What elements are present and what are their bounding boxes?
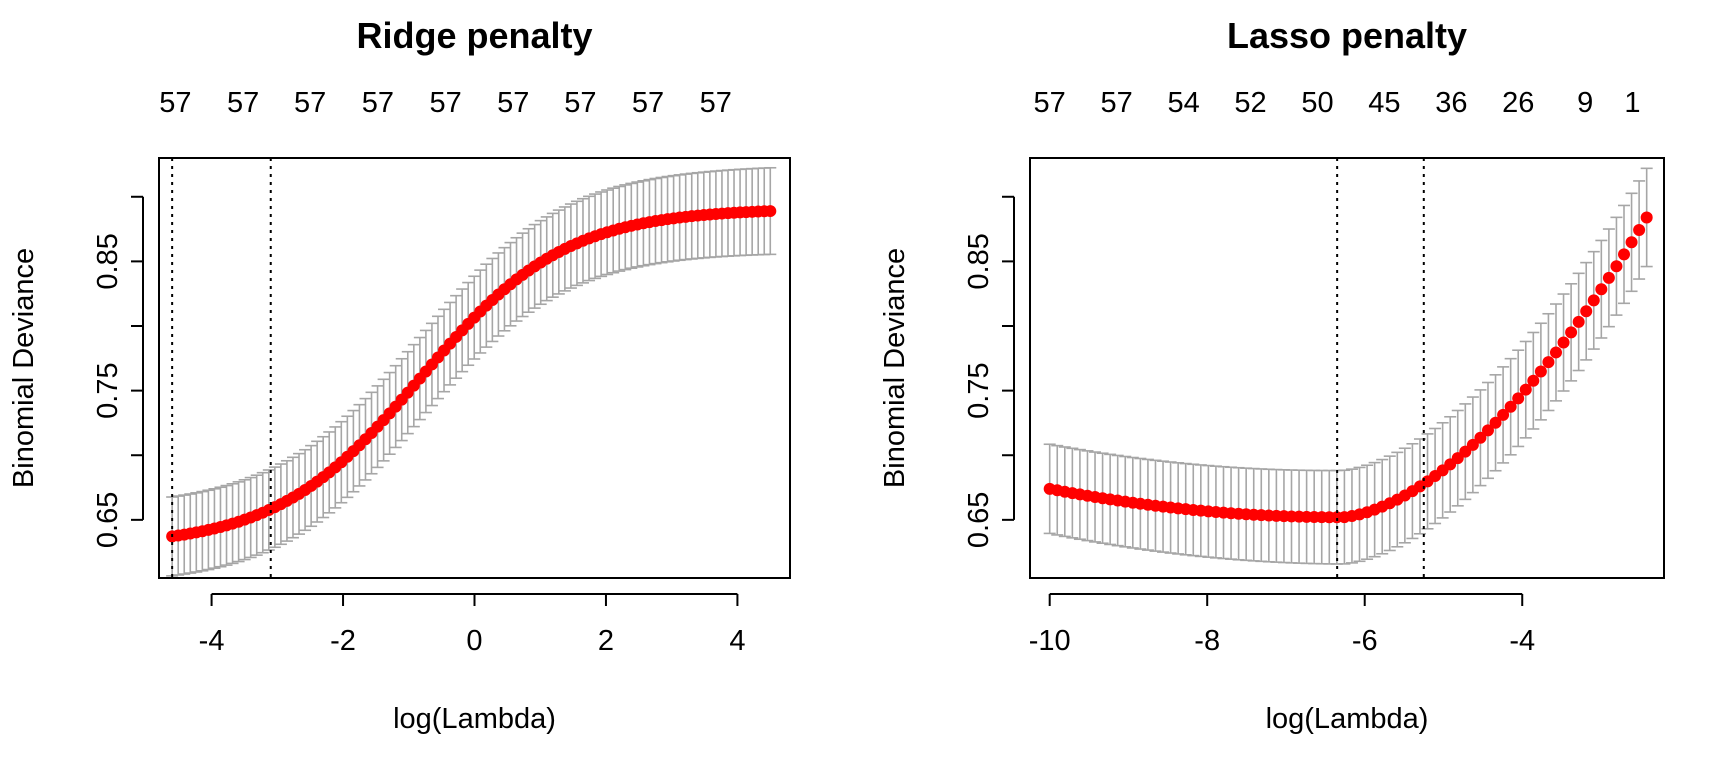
plot-frame <box>158 157 791 579</box>
x-axis-label: log(Lambda) <box>1266 703 1429 735</box>
data-point <box>1625 236 1638 249</box>
data-point <box>1527 374 1540 387</box>
top-tick-label: 52 <box>1234 87 1266 119</box>
data-point <box>1572 315 1585 328</box>
data-point <box>1633 223 1646 236</box>
points <box>166 205 777 543</box>
x-tick-label: -4 <box>1509 625 1535 657</box>
top-tick-label: 57 <box>362 87 394 119</box>
data-point <box>1534 365 1547 378</box>
top-tick-label: 50 <box>1301 87 1333 119</box>
top-tick-label: 57 <box>159 87 191 119</box>
data-point <box>1519 383 1532 396</box>
data-point <box>1466 438 1479 451</box>
top-tick-label: 9 <box>1577 87 1593 119</box>
y-tick-label: 0.65 <box>963 492 995 548</box>
chart-title: Lasso penalty <box>1227 15 1467 56</box>
x-tick-label: -2 <box>330 625 356 657</box>
x-tick-label: -6 <box>1352 625 1378 657</box>
data-point <box>1610 260 1623 273</box>
y-tick-label: 0.75 <box>963 362 995 418</box>
top-tick-label: 54 <box>1167 87 1199 119</box>
data-point <box>1565 326 1578 339</box>
y-tick-label: 0.65 <box>92 492 124 548</box>
y-axis-label: Binomial Deviance <box>879 248 911 488</box>
x-tick-label: -4 <box>199 625 225 657</box>
top-tick-label: 57 <box>1101 87 1133 119</box>
y-axis <box>131 195 144 521</box>
y-tick-label: 0.85 <box>963 233 995 289</box>
y-axis-label: Binomial Deviance <box>8 248 40 488</box>
data-point <box>1557 336 1570 349</box>
top-tick-label: 57 <box>227 87 259 119</box>
data-point <box>1549 346 1562 359</box>
data-point <box>1512 392 1525 405</box>
x-tick-label: 0 <box>466 625 482 657</box>
data-point <box>764 205 777 218</box>
data-point <box>1489 416 1502 429</box>
top-tick-label: 57 <box>1034 87 1066 119</box>
data-point <box>1602 271 1615 284</box>
top-tick-label: 57 <box>564 87 596 119</box>
y-tick-label: 0.75 <box>92 362 124 418</box>
x-tick-label: 4 <box>729 625 745 657</box>
top-tick-label: 57 <box>429 87 461 119</box>
plot-frame <box>1029 157 1665 579</box>
data-point <box>1474 431 1487 444</box>
data-point <box>1640 211 1653 224</box>
data-point <box>1497 408 1510 421</box>
panel-lasso: Lasso penalty 57 57 54 52 50 45 36 26 9 1 -10 -8 -6 -4… <box>879 15 1665 735</box>
top-tick-label: 1 <box>1624 87 1640 119</box>
y-axis <box>1002 195 1015 521</box>
top-tick-label: 57 <box>497 87 529 119</box>
data-point <box>1580 305 1593 318</box>
data-point <box>1595 283 1608 296</box>
data-point <box>1618 248 1631 261</box>
x-tick-label: 2 <box>598 625 614 657</box>
top-tick-label: 57 <box>632 87 664 119</box>
data-point <box>1504 400 1517 413</box>
x-tick-label: -8 <box>1194 625 1220 657</box>
data-point <box>1587 294 1600 307</box>
top-tick-label: 57 <box>294 87 326 119</box>
top-tick-label: 26 <box>1502 87 1534 119</box>
top-tick-label: 57 <box>700 87 732 119</box>
top-tick-label: 36 <box>1435 87 1467 119</box>
panel-ridge: Ridge penalty 57 57 57 57 57 57 57 57 57 -4 -2 0 2 4 lo… <box>8 15 791 735</box>
x-axis <box>1048 593 1524 606</box>
top-tick-label: 45 <box>1368 87 1400 119</box>
x-tick-label: -10 <box>1029 625 1071 657</box>
data-point <box>1542 356 1555 369</box>
data-point <box>1481 424 1494 437</box>
y-tick-label: 0.85 <box>92 233 124 289</box>
x-axis-label: log(Lambda) <box>393 703 556 735</box>
points <box>1043 211 1653 524</box>
x-axis <box>210 593 739 606</box>
chart-title: Ridge penalty <box>356 15 592 56</box>
